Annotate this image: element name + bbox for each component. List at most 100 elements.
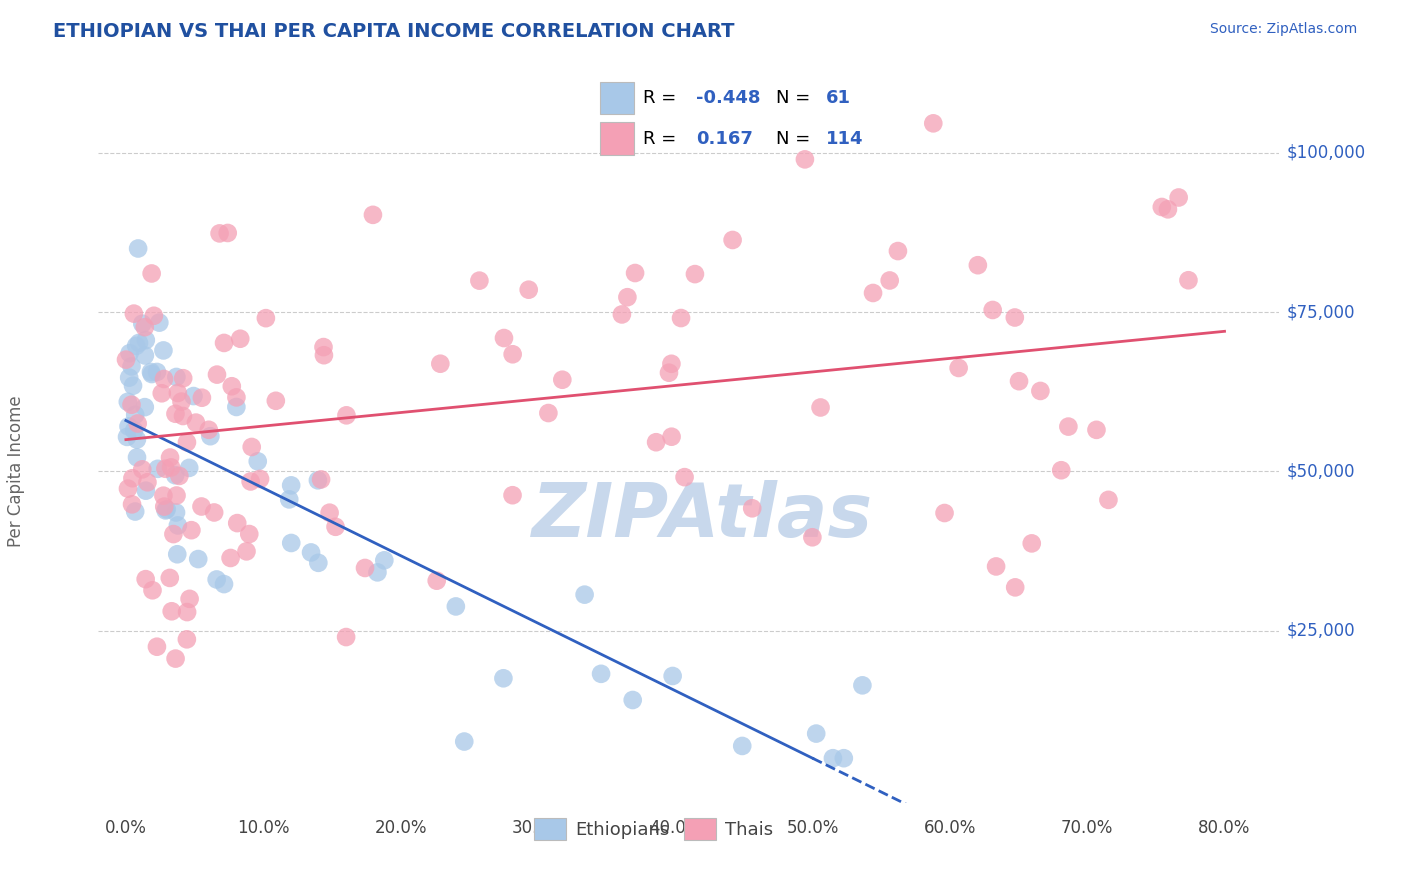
Point	[170, 394, 193, 409]
Point	[249, 472, 271, 486]
Point	[801, 530, 824, 544]
Point	[731, 739, 754, 753]
Point	[146, 365, 169, 379]
Point	[1050, 463, 1073, 477]
Point	[169, 469, 191, 483]
Point	[502, 488, 524, 502]
Point	[187, 552, 209, 566]
Point	[135, 483, 157, 498]
Text: R =: R =	[643, 89, 676, 107]
Point	[238, 527, 260, 541]
Point	[142, 309, 165, 323]
Point	[229, 332, 252, 346]
Point	[810, 401, 832, 415]
Point	[122, 307, 145, 321]
Text: Source: ZipAtlas.com: Source: ZipAtlas.com	[1209, 22, 1357, 37]
Point	[139, 365, 162, 379]
Point	[176, 605, 198, 619]
Point	[793, 153, 815, 167]
Point	[219, 551, 242, 566]
Point	[966, 258, 988, 272]
Point	[1085, 423, 1108, 437]
Text: R =: R =	[643, 129, 676, 147]
Point	[155, 503, 177, 517]
Point	[134, 400, 156, 414]
Point	[121, 359, 143, 374]
Point	[124, 408, 146, 422]
Point	[117, 394, 139, 409]
Point	[299, 545, 322, 559]
Point	[673, 470, 696, 484]
Point	[190, 500, 212, 514]
Point	[492, 671, 515, 685]
Point	[127, 242, 149, 256]
Text: $75,000: $75,000	[1286, 303, 1355, 321]
Point	[122, 423, 145, 437]
Text: $100,000: $100,000	[1286, 144, 1365, 162]
Point	[492, 331, 515, 345]
Point	[159, 571, 181, 585]
Point	[280, 478, 302, 492]
Point	[198, 423, 221, 437]
Point	[225, 390, 247, 404]
Point	[721, 233, 744, 247]
Point	[1150, 200, 1173, 214]
Point	[155, 462, 177, 476]
Point	[128, 335, 150, 350]
Point	[184, 416, 207, 430]
Point	[141, 583, 163, 598]
Point	[669, 311, 692, 326]
Point	[1021, 536, 1043, 550]
Point	[135, 572, 157, 586]
Point	[183, 389, 205, 403]
Point	[429, 357, 451, 371]
Point	[117, 419, 139, 434]
Point	[121, 497, 143, 511]
Point	[166, 547, 188, 561]
Text: $25,000: $25,000	[1286, 622, 1355, 640]
Text: 0.167: 0.167	[696, 129, 752, 147]
Point	[444, 599, 467, 614]
Point	[200, 429, 222, 443]
Point	[887, 244, 910, 258]
Point	[1029, 384, 1052, 398]
Point	[280, 536, 302, 550]
Point	[166, 489, 188, 503]
Point	[141, 367, 163, 381]
Text: Per Capita Income: Per Capita Income	[7, 396, 25, 548]
Point	[165, 468, 187, 483]
Point	[127, 417, 149, 431]
Point	[832, 751, 855, 765]
Point	[879, 273, 901, 287]
Point	[981, 303, 1004, 318]
Point	[153, 372, 176, 386]
Point	[661, 430, 683, 444]
Point	[172, 409, 194, 423]
Point	[517, 283, 540, 297]
Point	[160, 604, 183, 618]
Point	[312, 340, 335, 354]
Text: 114: 114	[825, 129, 863, 147]
Point	[165, 370, 187, 384]
Point	[453, 734, 475, 748]
Point	[121, 398, 143, 412]
Point	[212, 335, 235, 350]
Point	[821, 751, 844, 765]
Point	[160, 460, 183, 475]
Text: ETHIOPIAN VS THAI PER CAPITA INCOME CORRELATION CHART: ETHIOPIAN VS THAI PER CAPITA INCOME CORR…	[53, 22, 735, 41]
Point	[134, 348, 156, 362]
Point	[621, 693, 644, 707]
Point	[172, 371, 194, 385]
Point	[502, 347, 524, 361]
Point	[307, 473, 329, 487]
Text: ZIPAtlas: ZIPAtlas	[531, 480, 873, 552]
Point	[1177, 273, 1199, 287]
Point	[851, 678, 873, 692]
Point	[152, 489, 174, 503]
Point	[426, 574, 449, 588]
Point	[165, 407, 187, 421]
Point	[240, 440, 263, 454]
Point	[1167, 190, 1189, 204]
Point	[254, 311, 277, 326]
Point	[591, 666, 613, 681]
